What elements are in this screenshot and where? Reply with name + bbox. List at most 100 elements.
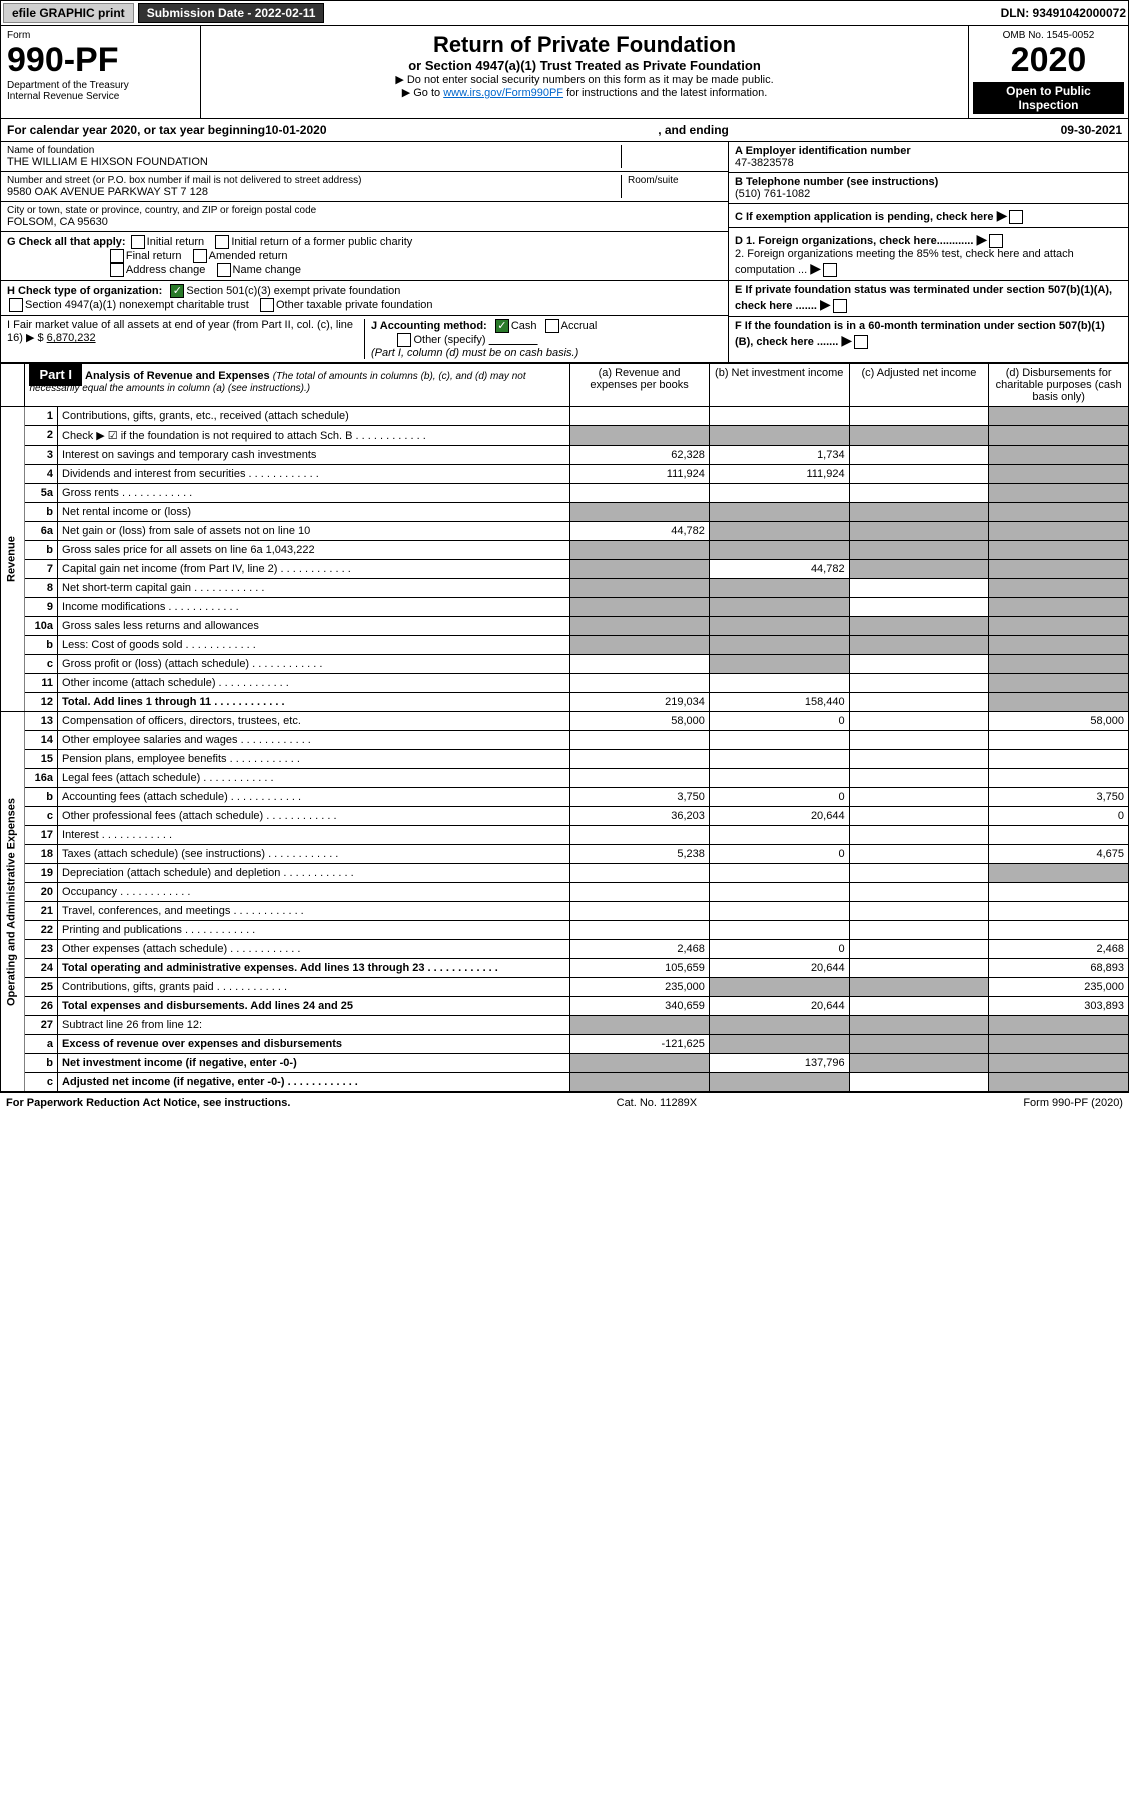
cell-d <box>989 883 1129 902</box>
cell-a: 105,659 <box>570 959 710 978</box>
addr-label: Number and street (or P.O. box number if… <box>7 175 615 186</box>
cell-d <box>989 598 1129 617</box>
cell-a <box>570 1016 710 1035</box>
opt-initial: Initial return <box>147 236 204 248</box>
table-row: 18Taxes (attach schedule) (see instructi… <box>1 845 1129 864</box>
chk-name[interactable] <box>217 263 231 277</box>
chk-c[interactable] <box>1009 210 1023 224</box>
row-num: c <box>25 1073 58 1092</box>
cell-d <box>989 1054 1129 1073</box>
cell-a <box>570 579 710 598</box>
side-revenue: Revenue <box>1 407 25 712</box>
table-row: 8Net short-term capital gain <box>1 579 1129 598</box>
chk-cash[interactable] <box>495 319 509 333</box>
chk-d1[interactable] <box>989 234 1003 248</box>
cell-b <box>709 503 849 522</box>
row-desc: Income modifications <box>58 598 570 617</box>
chk-accrual[interactable] <box>545 319 559 333</box>
chk-other-acct[interactable] <box>397 333 411 347</box>
table-row: 15Pension plans, employee benefits <box>1 750 1129 769</box>
chk-501c3[interactable] <box>170 284 184 298</box>
cell-b <box>709 636 849 655</box>
cell-a <box>570 541 710 560</box>
row-desc: Total. Add lines 1 through 11 <box>58 693 570 712</box>
efile-btn[interactable]: efile GRAPHIC print <box>3 3 134 23</box>
cell-a <box>570 921 710 940</box>
cell-c <box>849 845 989 864</box>
row-num: c <box>25 655 58 674</box>
footer-mid: Cat. No. 11289X <box>617 1097 698 1109</box>
cell-c <box>849 1073 989 1092</box>
opt-initial-former: Initial return of a former public charit… <box>231 236 412 248</box>
cell-a <box>570 484 710 503</box>
cell-c <box>849 1054 989 1073</box>
cell-b <box>709 864 849 883</box>
cell-d <box>989 465 1129 484</box>
row-num: 8 <box>25 579 58 598</box>
cell-c <box>849 541 989 560</box>
table-row: 14Other employee salaries and wages <box>1 731 1129 750</box>
cell-d: 235,000 <box>989 978 1129 997</box>
subdate-btn[interactable]: Submission Date - 2022-02-11 <box>138 3 325 23</box>
row-num: 25 <box>25 978 58 997</box>
instr2: ▶ Go to www.irs.gov/Form990PF for instru… <box>207 86 962 99</box>
row-desc: Net investment income (if negative, ente… <box>58 1054 570 1073</box>
cell-b <box>709 978 849 997</box>
cell-a: 111,924 <box>570 465 710 484</box>
cell-a <box>570 731 710 750</box>
cell-d: 303,893 <box>989 997 1129 1016</box>
chk-4947[interactable] <box>9 298 23 312</box>
row-desc: Capital gain net income (from Part IV, l… <box>58 560 570 579</box>
phone: (510) 761-1082 <box>735 188 810 200</box>
chk-address[interactable] <box>110 263 124 277</box>
table-row: bAccounting fees (attach schedule)3,7500… <box>1 788 1129 807</box>
cell-a: 235,000 <box>570 978 710 997</box>
chk-f[interactable] <box>854 335 868 349</box>
row-desc: Taxes (attach schedule) (see instruction… <box>58 845 570 864</box>
cell-a: 62,328 <box>570 446 710 465</box>
cell-c <box>849 579 989 598</box>
row-num: 2 <box>25 426 58 446</box>
row-desc: Gross profit or (loss) (attach schedule) <box>58 655 570 674</box>
dln: DLN: 93491042000072 <box>1001 6 1126 20</box>
cell-d <box>989 1016 1129 1035</box>
chk-other-tax[interactable] <box>260 298 274 312</box>
cell-d <box>989 750 1129 769</box>
row-desc: Net short-term capital gain <box>58 579 570 598</box>
opt-address: Address change <box>126 264 206 276</box>
cell-b: 0 <box>709 940 849 959</box>
row-num: 19 <box>25 864 58 883</box>
row-desc: Less: Cost of goods sold <box>58 636 570 655</box>
cell-d <box>989 541 1129 560</box>
dept: Department of the Treasury <box>7 80 194 91</box>
table-row: 2Check ▶ ☑ if the foundation is not requ… <box>1 426 1129 446</box>
subtitle: or Section 4947(a)(1) Trust Treated as P… <box>207 58 962 73</box>
row-desc: Other employee salaries and wages <box>58 731 570 750</box>
cell-c <box>849 560 989 579</box>
cell-c <box>849 617 989 636</box>
table-row: 22Printing and publications <box>1 921 1129 940</box>
row-num: a <box>25 1035 58 1054</box>
cell-d <box>989 864 1129 883</box>
row-desc: Pension plans, employee benefits <box>58 750 570 769</box>
footer-right: Form 990-PF (2020) <box>1023 1097 1123 1109</box>
chk-final[interactable] <box>110 249 124 263</box>
chk-initial-former[interactable] <box>215 235 229 249</box>
row-num: b <box>25 503 58 522</box>
cell-c <box>849 1016 989 1035</box>
chk-initial[interactable] <box>131 235 145 249</box>
table-row: 4Dividends and interest from securities1… <box>1 465 1129 484</box>
table-row: 27Subtract line 26 from line 12: <box>1 1016 1129 1035</box>
row-desc: Other expenses (attach schedule) <box>58 940 570 959</box>
cell-c <box>849 465 989 484</box>
chk-d2[interactable] <box>823 263 837 277</box>
chk-e[interactable] <box>833 299 847 313</box>
row-num: 5a <box>25 484 58 503</box>
cell-a <box>570 636 710 655</box>
cell-d <box>989 560 1129 579</box>
form-link[interactable]: www.irs.gov/Form990PF <box>443 87 563 99</box>
chk-amended[interactable] <box>193 249 207 263</box>
row-desc: Accounting fees (attach schedule) <box>58 788 570 807</box>
row-desc: Total expenses and disbursements. Add li… <box>58 997 570 1016</box>
cell-b: 0 <box>709 712 849 731</box>
